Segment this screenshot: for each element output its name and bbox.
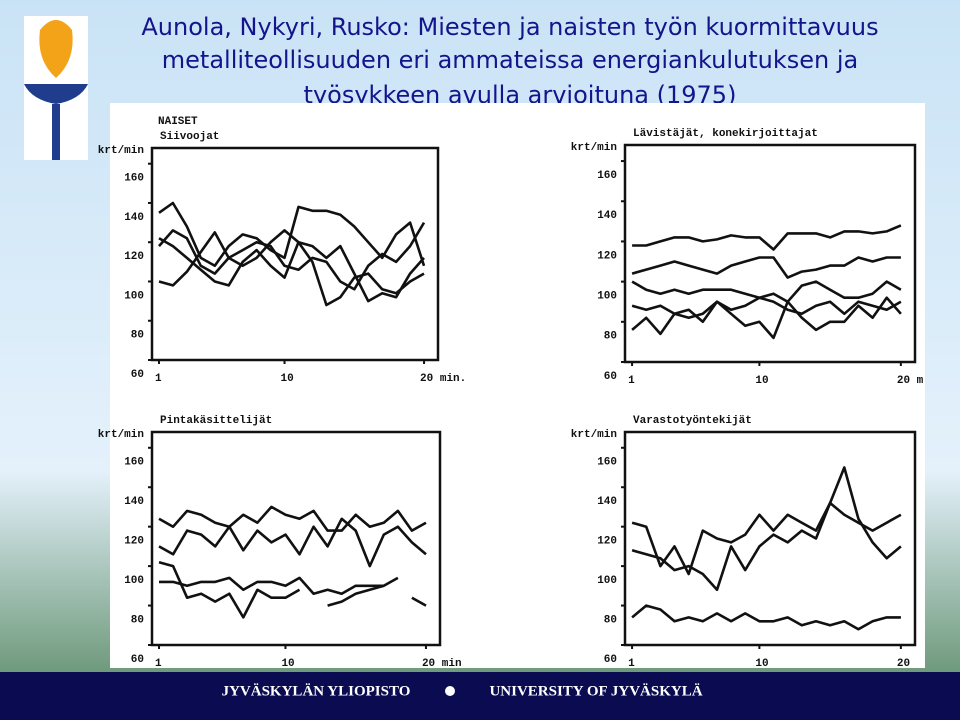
- y-tick-label: 120: [597, 536, 617, 548]
- x-tick-label: 1: [155, 373, 162, 385]
- footer-bullet: [445, 686, 455, 696]
- y-tick-label: 140: [597, 210, 617, 222]
- data-line: [158, 237, 425, 303]
- title-line: metalliteollisuuden eri ammateissa energ…: [162, 46, 858, 74]
- data-line: [631, 604, 901, 631]
- y-tick-label: 160: [597, 457, 617, 469]
- y-tick-label: 60: [131, 654, 144, 666]
- data-line: [631, 280, 902, 303]
- data-line: [631, 256, 901, 279]
- title-line: Aunola, Nykyri, Rusko: Miesten ja naiste…: [141, 13, 878, 41]
- data-line: [631, 466, 902, 592]
- chart-supertitle: NAISET: [158, 116, 198, 128]
- y-axis-label: krt/min: [571, 429, 617, 441]
- plot-frame: [150, 430, 442, 647]
- y-tick-label: 80: [131, 614, 144, 626]
- y-tick-label: 80: [604, 331, 617, 343]
- x-tick-label: 20 min.: [420, 373, 466, 385]
- y-axis-label: krt/min: [571, 142, 617, 154]
- x-tick-label: 20 min: [422, 658, 462, 670]
- x-tick-label: 1: [628, 658, 635, 670]
- x-tick-label: 1: [628, 375, 635, 387]
- footer-text: JYVÄSKYLÄN YLIOPISTO: [222, 683, 411, 699]
- footer: [0, 672, 960, 720]
- y-tick-label: 100: [124, 575, 144, 587]
- x-tick-label: 1: [155, 658, 162, 670]
- data-line: [632, 224, 902, 251]
- y-tick-label: 100: [597, 575, 617, 587]
- x-tick-label: 20 m: [897, 375, 924, 387]
- y-tick-label: 100: [124, 290, 144, 302]
- footer-text: UNIVERSITY OF JYVÄSKYLÄ: [489, 683, 702, 699]
- data-line: [158, 229, 425, 307]
- y-tick-label: 160: [124, 457, 144, 469]
- plot-frame: [623, 143, 917, 364]
- y-tick-label: 140: [124, 496, 144, 508]
- chart-title: Lävistäjät, konekirjoittajat: [633, 128, 818, 140]
- y-tick-label: 120: [124, 251, 144, 263]
- y-tick-label: 140: [124, 212, 144, 224]
- data-line: [158, 221, 426, 291]
- y-tick-label: 160: [124, 173, 144, 185]
- figure-area: [110, 103, 925, 668]
- x-tick-label: 20: [897, 658, 910, 670]
- data-line: [631, 296, 902, 340]
- data-line: [158, 505, 427, 532]
- data-line: [159, 576, 427, 607]
- y-tick-label: 60: [604, 371, 617, 383]
- y-tick-label: 160: [597, 170, 617, 182]
- x-tick-label: 10: [755, 375, 768, 387]
- plot-frame: [623, 430, 917, 647]
- y-tick-label: 60: [131, 369, 144, 381]
- data-line: [158, 517, 427, 568]
- data-line: [631, 501, 902, 576]
- chart-title: Varastotyöntekijät: [633, 415, 752, 427]
- y-axis-label: krt/min: [98, 429, 144, 441]
- y-tick-label: 120: [597, 250, 617, 262]
- logo: [24, 16, 88, 160]
- y-tick-label: 60: [604, 654, 617, 666]
- y-axis-label: krt/min: [98, 145, 144, 157]
- chart-title: Pintakäsittelijät: [160, 415, 272, 427]
- y-tick-label: 120: [124, 536, 144, 548]
- y-tick-label: 80: [131, 330, 144, 342]
- y-tick-label: 80: [604, 614, 617, 626]
- x-tick-label: 10: [281, 658, 294, 670]
- chart-title: Siivoojat: [160, 131, 219, 143]
- plot-frame: [150, 146, 440, 362]
- y-tick-label: 140: [597, 496, 617, 508]
- x-tick-label: 10: [755, 658, 768, 670]
- x-tick-label: 10: [281, 373, 294, 385]
- y-tick-label: 100: [597, 291, 617, 303]
